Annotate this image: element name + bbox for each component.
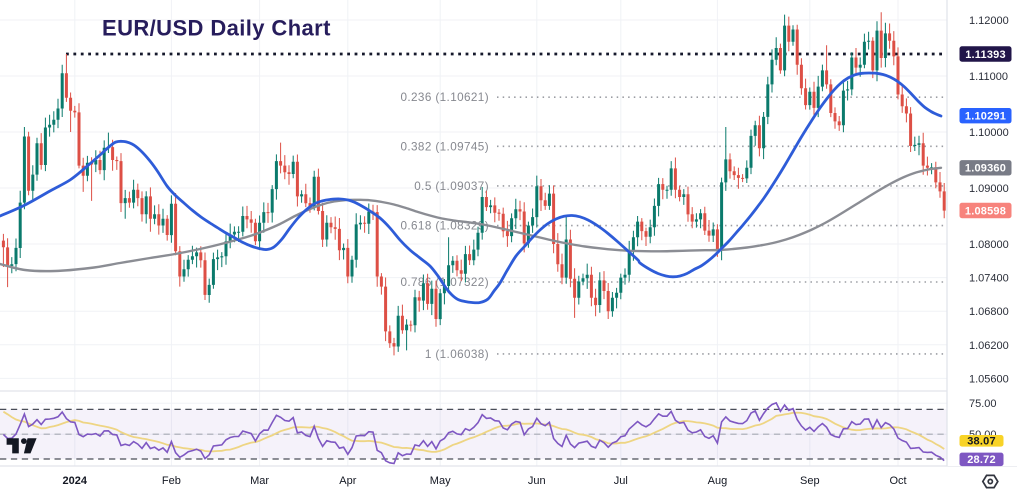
svg-text:1.11000: 1.11000 — [969, 71, 1008, 83]
svg-text:Feb: Feb — [162, 475, 181, 487]
svg-text:0.236 (1.10621): 0.236 (1.10621) — [400, 91, 489, 104]
svg-text:Sep: Sep — [800, 475, 820, 487]
svg-text:1.09000: 1.09000 — [969, 183, 1009, 195]
svg-text:1.08598: 1.08598 — [965, 205, 1006, 217]
svg-text:0.618 (1.08329): 0.618 (1.08329) — [400, 220, 489, 233]
svg-text:May: May — [430, 475, 451, 487]
svg-text:1.06200: 1.06200 — [969, 340, 1009, 352]
svg-text:1.11393: 1.11393 — [965, 49, 1006, 61]
svg-text:Jun: Jun — [528, 475, 546, 487]
svg-text:1.09360: 1.09360 — [965, 163, 1006, 175]
svg-text:28.72: 28.72 — [967, 454, 996, 466]
svg-text:38.07: 38.07 — [967, 436, 996, 448]
svg-text:1.12000: 1.12000 — [969, 15, 1009, 27]
svg-text:Aug: Aug — [708, 475, 728, 487]
svg-text:1.08000: 1.08000 — [969, 239, 1009, 251]
svg-text:Apr: Apr — [339, 475, 356, 487]
svg-text:2024: 2024 — [63, 475, 88, 487]
svg-text:0.382 (1.09745): 0.382 (1.09745) — [400, 140, 489, 153]
svg-text:1.07400: 1.07400 — [969, 273, 1009, 285]
svg-text:1.10000: 1.10000 — [969, 127, 1009, 139]
svg-text:1.10291: 1.10291 — [965, 111, 1006, 123]
svg-text:Oct: Oct — [889, 475, 906, 487]
svg-text:Jul: Jul — [614, 475, 628, 487]
svg-text:1.05600: 1.05600 — [969, 373, 1009, 385]
svg-text:75.00: 75.00 — [969, 398, 997, 410]
svg-text:EUR/USD Daily Chart: EUR/USD Daily Chart — [102, 15, 331, 40]
svg-text:0.5 (1.09037): 0.5 (1.09037) — [414, 180, 489, 193]
svg-text:Mar: Mar — [250, 475, 269, 487]
svg-text:1 (1.06038): 1 (1.06038) — [425, 348, 489, 361]
svg-text:1.06800: 1.06800 — [969, 306, 1009, 318]
